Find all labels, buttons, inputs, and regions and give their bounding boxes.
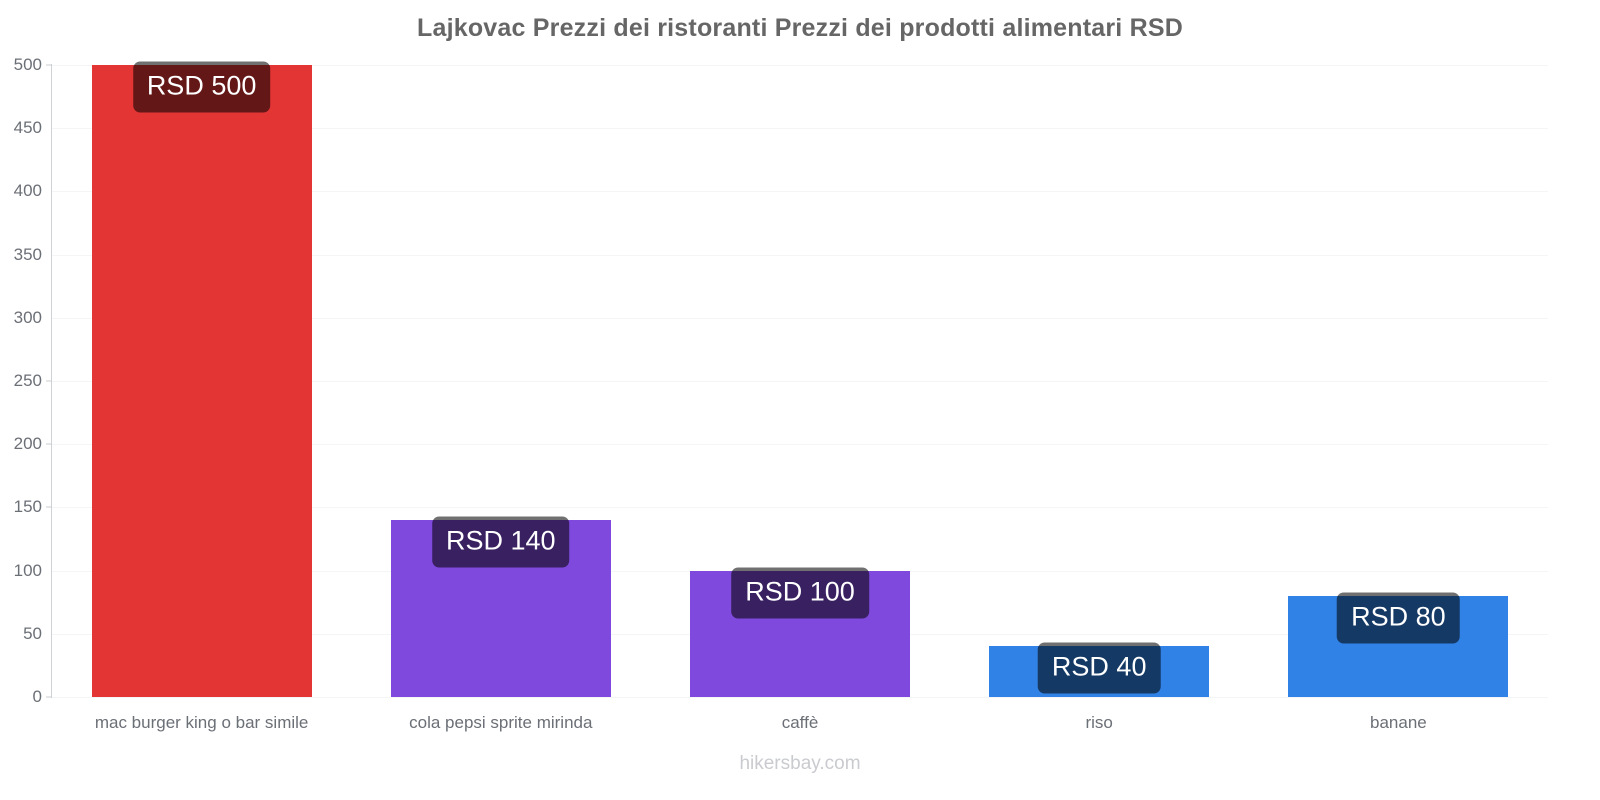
bar-value-label: RSD 140	[432, 516, 570, 568]
gridline	[52, 697, 1548, 698]
gridline	[52, 507, 1548, 509]
x-axis-category-label: riso	[1085, 713, 1113, 732]
y-axis-tick-label: 150	[13, 497, 42, 517]
y-axis-tick-label: 200	[13, 434, 42, 454]
y-axis-tick-label: 450	[13, 118, 42, 138]
gridline	[52, 317, 1548, 319]
gridline	[52, 191, 1548, 193]
gridline	[52, 444, 1548, 446]
bar-value-label: RSD 100	[731, 567, 869, 619]
y-axis-tick-mark	[46, 64, 52, 66]
y-axis-tick-label: 0	[32, 687, 42, 706]
y-axis-tick-mark	[46, 506, 52, 508]
y-axis-tick-mark	[46, 380, 52, 382]
y-axis-tick-label: 400	[13, 181, 42, 201]
y-axis-tick-mark	[46, 443, 52, 445]
page-title: Lajkovac Prezzi dei ristoranti Prezzi de…	[417, 14, 1183, 42]
x-axis-category-label: caffè	[781, 713, 819, 732]
y-axis-tick-label: 350	[13, 244, 42, 264]
bar-value-label: RSD 40	[1037, 642, 1161, 694]
y-axis-tick-mark	[46, 696, 52, 698]
y-axis-tick-label: 250	[13, 371, 42, 390]
bar[interactable]	[91, 65, 312, 697]
gridline	[52, 128, 1548, 130]
y-axis-tick-label: 50	[23, 623, 42, 643]
y-axis-tick-label: 100	[13, 560, 42, 580]
gridline	[52, 381, 1548, 382]
x-axis-category-label: mac burger king o bar simile	[94, 713, 309, 732]
source-watermark: hikersbay.com	[739, 753, 861, 774]
y-axis-tick-label: 500	[13, 55, 42, 74]
x-axis-category-label: banane	[1370, 713, 1427, 732]
gridline	[52, 254, 1548, 256]
gridline	[52, 65, 1548, 66]
x-axis-category-label: cola pepsi sprite mirinda	[409, 713, 593, 732]
bar-value-label: RSD 500	[132, 61, 271, 113]
bar-value-label: RSD 80	[1337, 592, 1460, 644]
y-axis-tick-label: 300	[13, 307, 42, 327]
